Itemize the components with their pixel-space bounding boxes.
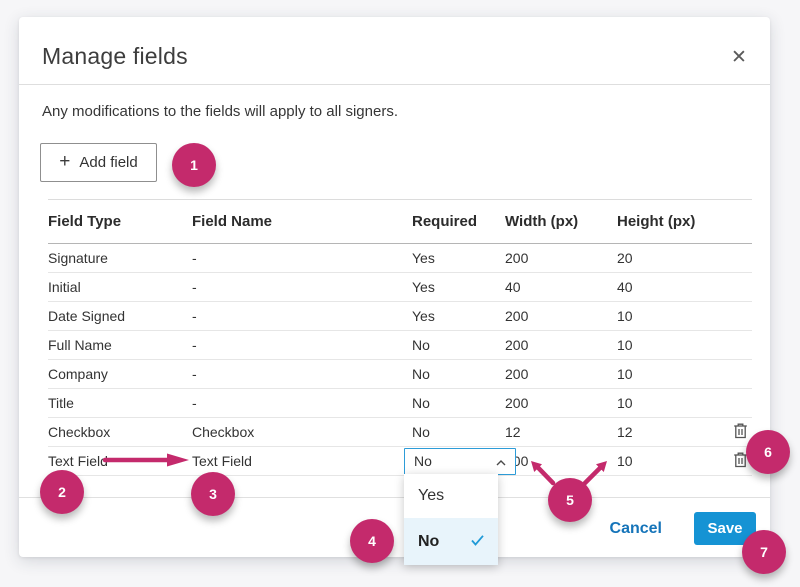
cell-width: 200 [505,453,529,469]
add-field-label: Add field [79,154,138,171]
cell-required: No [412,395,430,411]
column-header-field-name: Field Name [192,213,273,230]
dialog-description: Any modifications to the fields will app… [42,103,399,120]
cell-field-type: Company [48,366,108,382]
required-select-value: No [414,453,432,469]
cell-field-type: Full Name [48,337,112,353]
close-icon: ✕ [731,46,747,68]
cell-height: 10 [617,308,633,324]
column-header-width-px: Width (px) [505,213,579,230]
cell-field-type: Text Field [48,453,108,469]
annotation-badge-3: 3 [191,472,235,516]
column-header-height-px: Height (px) [617,213,696,230]
dropdown-option-label: No [418,532,440,550]
annotation-badge-6: 6 [746,430,790,474]
cell-required: Yes [412,308,435,324]
table-row: Date Signed - Yes 200 10 [48,302,752,331]
cell-field-name: Checkbox [192,424,255,440]
trash-icon [733,452,748,471]
cancel-button[interactable]: Cancel [604,519,668,539]
cell-width: 200 [505,250,529,266]
header-divider [19,84,770,85]
cell-field-name: - [192,395,197,411]
table-row: Signature - Yes 200 20 [48,244,752,273]
chevron-up-icon [496,453,506,469]
delete-field-button[interactable] [733,452,748,471]
cell-required: No [412,337,430,353]
cell-field-name: - [192,337,197,353]
table-row: Full Name - No 200 10 [48,331,752,360]
field-table-rows: Signature - Yes 200 20 Initial - Yes 40 40 Date Si… [48,244,752,476]
cell-width: 200 [505,395,529,411]
cell-height: 10 [617,395,633,411]
cell-field-type: Date Signed [48,308,126,324]
cell-field-type: Checkbox [48,424,111,440]
cell-required: No [412,424,430,440]
cell-height: 10 [617,337,633,353]
cell-field-name: - [192,308,197,324]
plus-icon: + [59,151,71,172]
cell-height: 12 [617,424,633,440]
cell-width: 200 [505,308,529,324]
annotation-badge-5: 5 [548,478,592,522]
annotation-badge-4: 4 [350,519,394,563]
footer-divider [19,497,770,498]
manage-fields-dialog: Manage fields ✕ Any modifications to the… [19,17,770,557]
annotation-badge-1: 1 [172,143,216,187]
cell-required: No [412,366,430,382]
annotation-badge-7: 7 [742,530,786,574]
cell-field-name: - [192,366,197,382]
cell-height: 10 [617,453,633,469]
footer-actions: Cancel Save [604,512,756,545]
dropdown-option-label: Yes [418,487,445,504]
cell-required: Yes [412,279,435,295]
column-header-field-type: Field Type [48,213,122,230]
table-row: Company - No 200 10 [48,360,752,389]
cell-height: 20 [617,250,633,266]
dropdown-option-no[interactable]: No [404,518,498,565]
cell-height: 40 [617,279,633,295]
column-header-required: Required [412,213,478,230]
close-button[interactable]: ✕ [723,41,755,73]
checkmark-icon [471,533,484,551]
cell-width: 12 [505,424,521,440]
table-row: Title - No 200 10 [48,389,752,418]
cell-required: No [404,447,516,475]
table-row: Checkbox Checkbox No 12 12 [48,418,752,447]
cell-required: Yes [412,250,435,266]
page-title: Manage fields [42,43,188,69]
cell-width: 200 [505,366,529,382]
required-select[interactable]: No [404,447,516,475]
cell-width: 40 [505,279,521,295]
cell-field-type: Initial [48,279,81,295]
cell-field-name: Text Field [192,453,252,469]
cell-actions [731,423,752,442]
fields-table: Field Type Field Name Required Width (px) He… [48,199,752,476]
cell-field-type: Title [48,395,74,411]
cell-field-name: - [192,250,197,266]
table-header-row: Field Type Field Name Required Width (px) He… [48,199,752,244]
delete-field-button[interactable] [733,423,748,442]
annotation-badge-2: 2 [40,470,84,514]
table-row: Initial - Yes 40 40 [48,273,752,302]
cell-width: 200 [505,337,529,353]
required-dropdown-menu: Yes No [404,474,498,565]
cell-field-type: Signature [48,250,108,266]
dropdown-option-yes[interactable]: Yes [404,474,498,518]
add-field-button[interactable]: + Add field [40,143,157,182]
trash-icon [733,423,748,442]
cell-actions [731,452,752,471]
cell-height: 10 [617,366,633,382]
cell-field-name: - [192,279,197,295]
table-row: Text Field Text Field No 200 10 [48,447,752,476]
